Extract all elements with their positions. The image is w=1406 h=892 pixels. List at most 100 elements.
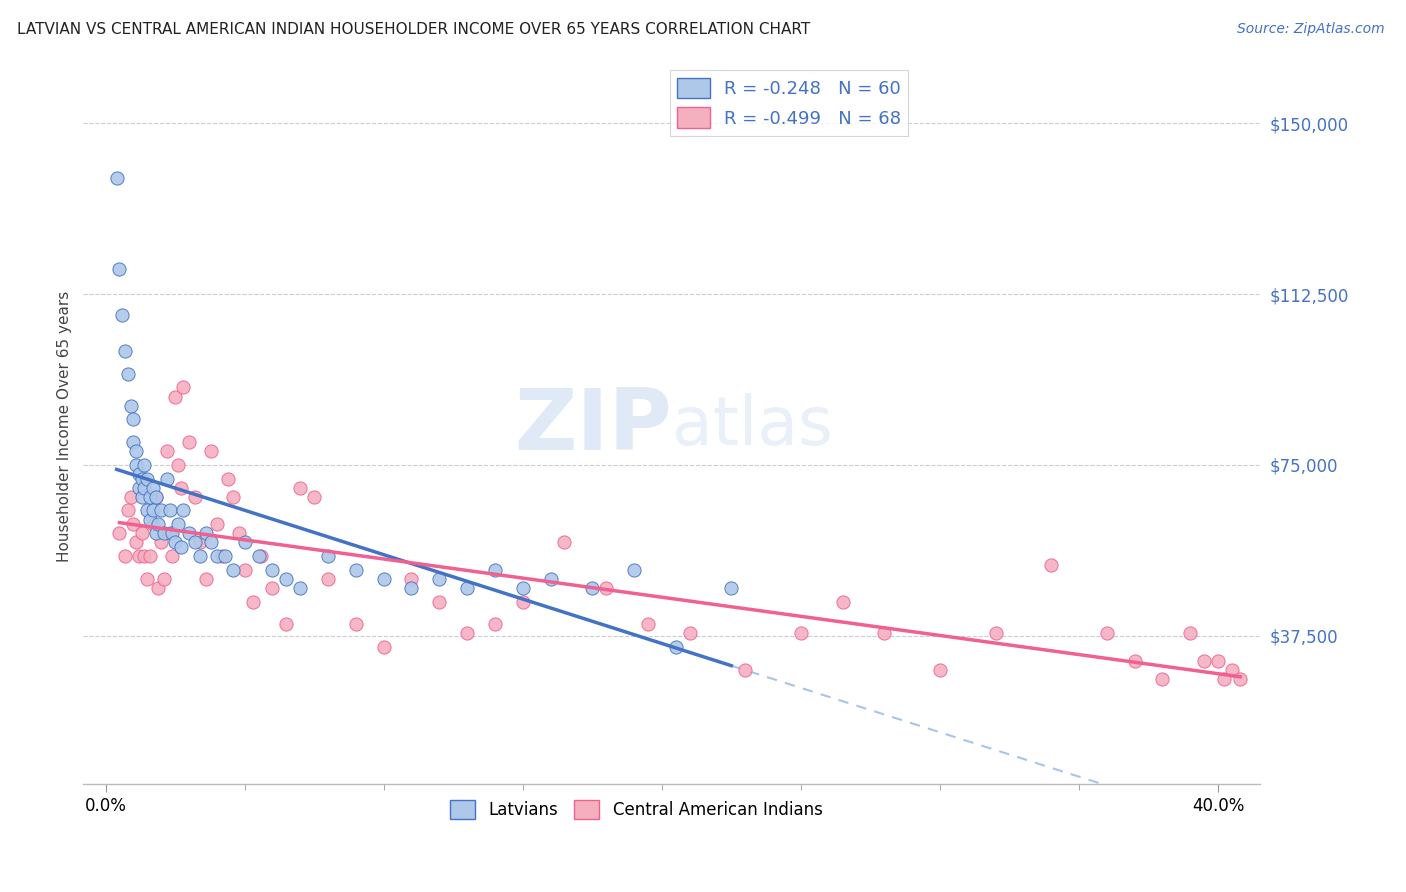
Point: [290, 481, 312, 495]
Point: [217, 471, 239, 485]
Point: [228, 526, 250, 541]
Point: [136, 471, 159, 485]
Point: [344, 617, 367, 632]
Point: [250, 549, 273, 563]
Point: [720, 581, 742, 595]
Point: [233, 563, 256, 577]
Point: [172, 503, 194, 517]
Point: [131, 471, 153, 485]
Point: [1229, 672, 1251, 686]
Point: [125, 458, 148, 472]
Point: [637, 617, 659, 632]
Point: [484, 617, 506, 632]
Point: [373, 572, 395, 586]
Point: [183, 490, 205, 504]
Point: [136, 572, 159, 586]
Point: [984, 626, 1007, 640]
Point: [222, 490, 245, 504]
Point: [1152, 672, 1174, 686]
Point: [172, 380, 194, 394]
Point: [125, 535, 148, 549]
Point: [150, 535, 173, 549]
Point: [456, 626, 478, 640]
Point: [169, 481, 191, 495]
Point: [401, 572, 423, 586]
Point: [139, 512, 162, 526]
Point: [131, 490, 153, 504]
Point: [166, 517, 188, 532]
Point: [831, 594, 853, 608]
Point: [373, 640, 395, 654]
Point: [276, 572, 298, 586]
Point: [108, 526, 131, 541]
Point: [111, 308, 134, 322]
Point: [128, 467, 150, 481]
Point: [276, 617, 298, 632]
Point: [114, 343, 136, 358]
Point: [188, 549, 211, 563]
Point: [242, 594, 264, 608]
Point: [134, 481, 156, 495]
Point: [401, 581, 423, 595]
Point: [122, 435, 145, 450]
Point: [145, 526, 167, 541]
Point: [484, 563, 506, 577]
Y-axis label: Householder Income Over 65 years: Householder Income Over 65 years: [58, 291, 72, 562]
Point: [142, 503, 165, 517]
Point: [194, 572, 217, 586]
Point: [139, 490, 162, 504]
Point: [512, 581, 534, 595]
Point: [162, 526, 184, 541]
Text: LATVIAN VS CENTRAL AMERICAN INDIAN HOUSEHOLDER INCOME OVER 65 YEARS CORRELATION : LATVIAN VS CENTRAL AMERICAN INDIAN HOUSE…: [17, 22, 810, 37]
Point: [169, 540, 191, 554]
Point: [125, 444, 148, 458]
Text: atlas: atlas: [672, 393, 832, 459]
Point: [665, 640, 688, 654]
Point: [120, 490, 142, 504]
Point: [148, 581, 170, 595]
Point: [205, 517, 228, 532]
Point: [148, 517, 170, 532]
Point: [117, 367, 139, 381]
Point: [159, 503, 181, 517]
Point: [1192, 654, 1215, 668]
Point: [177, 435, 200, 450]
Point: [200, 444, 222, 458]
Point: [134, 458, 156, 472]
Point: [156, 471, 179, 485]
Point: [873, 626, 896, 640]
Point: [159, 526, 181, 541]
Point: [114, 549, 136, 563]
Point: [108, 262, 131, 277]
Point: [194, 526, 217, 541]
Point: [162, 549, 184, 563]
Point: [145, 490, 167, 504]
Point: [122, 412, 145, 426]
Point: [1180, 626, 1202, 640]
Point: [128, 481, 150, 495]
Point: [678, 626, 700, 640]
Point: [166, 458, 188, 472]
Point: [1040, 558, 1063, 572]
Point: [247, 549, 270, 563]
Point: [1212, 672, 1234, 686]
Point: [117, 503, 139, 517]
Point: [188, 535, 211, 549]
Point: [581, 581, 603, 595]
Point: [427, 594, 450, 608]
Point: [290, 581, 312, 595]
Point: [928, 663, 950, 677]
Point: [145, 490, 167, 504]
Point: [595, 581, 617, 595]
Point: [1123, 654, 1146, 668]
Point: [344, 563, 367, 577]
Point: [205, 549, 228, 563]
Point: [156, 444, 179, 458]
Point: [128, 549, 150, 563]
Point: [734, 663, 756, 677]
Point: [165, 390, 187, 404]
Point: [540, 572, 562, 586]
Point: [316, 549, 339, 563]
Point: [131, 526, 153, 541]
Point: [150, 503, 173, 517]
